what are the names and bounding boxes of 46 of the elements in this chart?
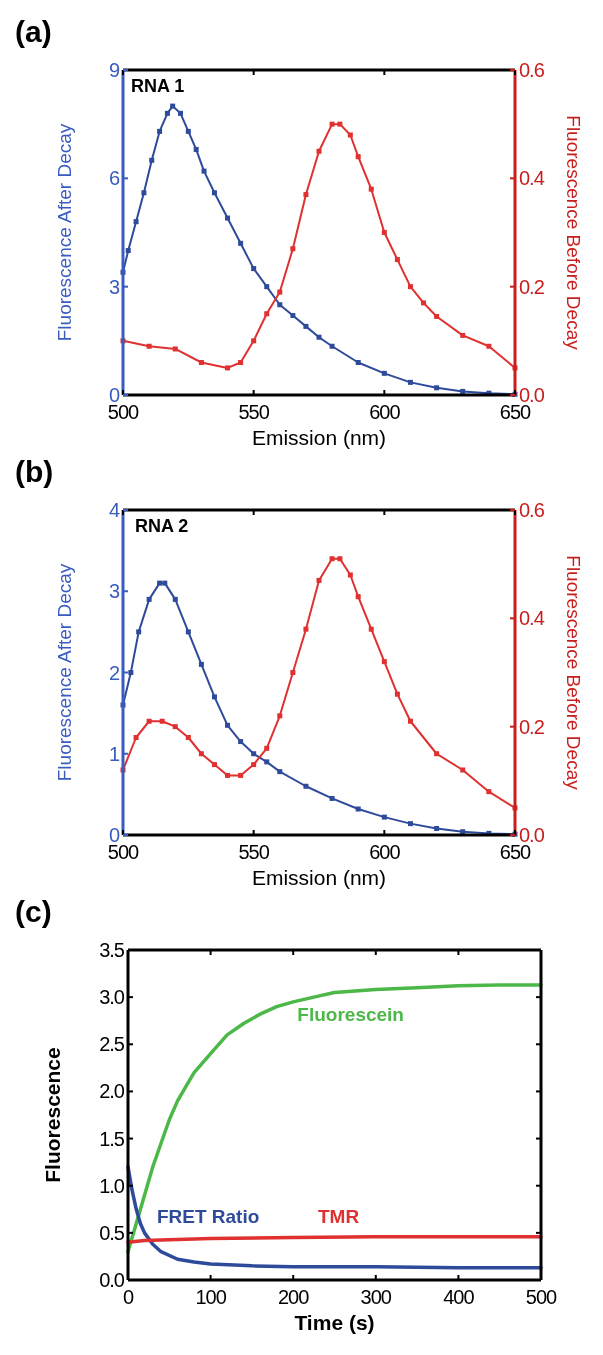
x-axis-title: Emission (nm) xyxy=(251,426,387,449)
y-tick-label: 3 xyxy=(108,275,120,298)
x-axis-title: Emission (nm) xyxy=(251,866,387,889)
y-tick-label: 0.0 xyxy=(99,1269,125,1291)
y-tick-label: 2.5 xyxy=(99,1033,125,1056)
y-tick-label: 3 xyxy=(108,580,120,603)
series-label: FRET Ratio xyxy=(156,1206,260,1228)
x-tick-label: 600 xyxy=(369,841,401,863)
y-axis-title: Fluorescence After Decay xyxy=(54,563,75,782)
annotation: RNA 1 xyxy=(131,76,185,96)
y-tick-label: 1 xyxy=(108,742,120,765)
y2-tick-label: 0.2 xyxy=(519,715,545,738)
x-tick-label: 550 xyxy=(238,401,270,423)
x-tick-label: 200 xyxy=(278,1286,310,1308)
chart-title: (c) xyxy=(15,895,52,928)
y2-axis-title: Fluorescence Before Decay xyxy=(563,115,584,351)
chart-title: (a) xyxy=(15,15,52,48)
x-axis-title: Time (s) xyxy=(294,1311,375,1334)
y-tick-label: 3.0 xyxy=(99,986,125,1009)
x-tick-label: 600 xyxy=(369,401,401,423)
y-tick-label: 1.5 xyxy=(99,1127,125,1150)
y-axis-title: Fluorescence After Decay xyxy=(54,123,75,342)
y-tick-label: 4 xyxy=(108,499,120,521)
y-tick-label: 9 xyxy=(108,59,120,81)
y-tick-label: 1.0 xyxy=(99,1174,125,1197)
annotation: RNA 2 xyxy=(135,516,189,536)
series-label: TMR xyxy=(317,1206,360,1228)
x-tick-label: 400 xyxy=(443,1286,475,1308)
x-tick-label: 550 xyxy=(238,841,270,863)
x-tick-label: 100 xyxy=(195,1286,227,1308)
y-tick-label: 0.5 xyxy=(99,1221,125,1244)
y2-tick-label: 0.2 xyxy=(519,275,545,298)
y-tick-label: 2 xyxy=(108,661,120,684)
y2-tick-label: 0.4 xyxy=(519,167,545,190)
chart-title: (b) xyxy=(15,455,54,488)
y2-tick-label: 0.6 xyxy=(519,59,545,81)
series-label: Fluorescein xyxy=(297,1003,404,1025)
y2-axis-title: Fluorescence Before Decay xyxy=(563,555,584,791)
x-tick-label: 500 xyxy=(525,1286,558,1308)
y-tick-label: 3.5 xyxy=(99,939,125,961)
y2-tick-label: 0.6 xyxy=(519,499,545,521)
y-tick-label: 2.0 xyxy=(99,1080,125,1103)
y-axis-title: Fluorescence xyxy=(41,1047,64,1183)
y-tick-label: 6 xyxy=(108,167,120,190)
y2-tick-label: 0.4 xyxy=(519,607,545,630)
x-tick-label: 300 xyxy=(360,1286,392,1308)
